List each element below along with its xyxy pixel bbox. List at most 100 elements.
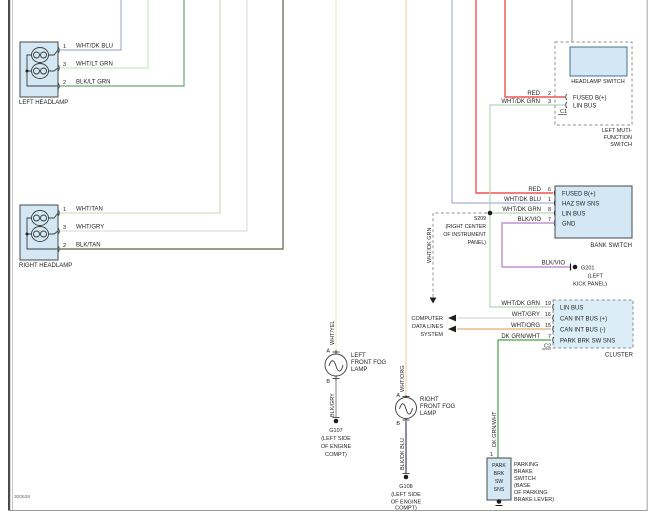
wire-wht-tan-right-headlamp (60, 0, 221, 214)
ground-icon (572, 264, 578, 270)
wire-label-vertical: WHT/YEL (330, 321, 336, 345)
wire-label: BLK/LT GRN (76, 80, 110, 86)
splice-location: (RIGHT CENTER (445, 224, 486, 230)
g201-ground: BLK/VIO G201 (LEFT KICK PANEL) (501, 222, 607, 288)
wire-label: WHT/DK BLU (504, 197, 541, 203)
computer-data-lines-system: COMPUTER DATA LINES SYSTEM (412, 314, 551, 338)
pin-number: 7 (548, 334, 551, 340)
pin-number: 19 (545, 301, 551, 307)
connector-label: C1 (560, 109, 567, 115)
bulb-filament-icon (33, 230, 40, 238)
pin-number: 6 (548, 187, 551, 193)
wire-label: WHT/LT GRN (76, 62, 113, 68)
ground-icon (496, 499, 502, 504)
cluster: WHT/DK GRN 19 LIN BUS WHT/GRY 16 CAN INT… (501, 299, 634, 359)
pin-number: 15 (545, 323, 551, 329)
pin-function: FUSED B(+) (562, 192, 596, 198)
ground-location: (LEFT SIDE (321, 436, 351, 442)
multi-function-switch-label: LEFT MUTI- (602, 128, 632, 134)
wire-wht-dk-blu-left-headlamp (60, 0, 122, 51)
junction-dot (25, 69, 29, 73)
wire-label: DK GRN/WHT (501, 334, 540, 340)
wire-label: WHT/DK GRN (501, 301, 540, 307)
pin-function: LIN BUS (560, 306, 583, 312)
wire-label: WHT/ORG (511, 323, 540, 329)
bulb-filament-icon (33, 67, 40, 75)
diagram-doc-number: 300638 (14, 494, 30, 500)
wire-blk-tan-right-headlamp (60, 0, 284, 250)
pin-function: FUSED B(+) (573, 96, 607, 102)
pin-number: 1 (63, 207, 66, 213)
pin-connectors (553, 189, 556, 227)
fog-lamp-label: FRONT FOG (420, 404, 456, 410)
pin-number: 1 (63, 44, 66, 50)
ground-location: KICK PANEL) (573, 282, 607, 288)
multi-function-switch-box (554, 41, 633, 126)
wire-label-vertical: WHT/ORG (400, 365, 406, 392)
ground-location: (LEFT (588, 274, 604, 280)
headlamp-switch: HEADLAMP SWITCH RED 2 FUSED B(+) WHT/DK … (501, 0, 633, 148)
wire-wht-dk-grn-lin-bus (489, 104, 565, 308)
parking-brake-label: BRAKE LEVER) (514, 497, 554, 503)
wire-wht-dk-blu-bank-switch (451, 0, 553, 204)
ground-label: G108 (399, 484, 412, 490)
left-front-fog-lamp: WHT/YEL A B LEFT FRONT FOG LAMP BLK/GRY … (321, 0, 387, 458)
pin-function: GND (562, 222, 576, 228)
wire-label: RED (527, 91, 540, 97)
left-headlamp-label: LEFT HEADLAMP (19, 100, 68, 106)
pin-number: 2 (63, 80, 66, 86)
arrow-left-icon (448, 325, 456, 333)
pin-function: CAN INT BUS (+) (560, 317, 607, 323)
pin-connectors (552, 303, 555, 344)
pin-connectors (565, 93, 568, 109)
system-reference-label: SYSTEM (420, 332, 443, 338)
pin-number: 7 (548, 217, 551, 223)
pin-number: 8 (548, 207, 551, 213)
parking-brake-label: SWITCH (514, 476, 536, 482)
ground-icon (403, 474, 409, 480)
wire-label: WHT/TAN (76, 207, 103, 213)
pin-number: 1 (490, 452, 493, 458)
wire-label-vertical: DK GRN/WHT (492, 411, 498, 447)
splice-location: PANEL) (468, 240, 487, 246)
system-reference-label: DATA LINES (412, 324, 443, 330)
right-headlamp-internal-wiring (26, 212, 59, 250)
pin-function: PARK BRK SW SNS (560, 339, 615, 345)
pin-number: 3 (63, 62, 66, 68)
pin-number: 2 (548, 91, 551, 97)
pin-number: 1 (548, 197, 551, 203)
pin-number: 2 (63, 243, 66, 249)
cluster-box (552, 299, 634, 349)
ground-label: G107 (329, 428, 342, 434)
fog-lamp-label: LEFT (351, 353, 366, 359)
wire-label-vertical: BLK/DK BLU (400, 438, 406, 470)
cluster-label: CLUSTER (605, 353, 634, 359)
right-headlamp-label: RIGHT HEADLAMP (19, 263, 72, 269)
pin-function: CAN INT BUS (-) (560, 328, 606, 334)
wire-label: WHT/GRY (512, 312, 540, 318)
pin-number: 16 (545, 312, 551, 318)
bulb-filament-icon (40, 67, 47, 75)
bulb-filament-icon (40, 230, 47, 238)
junction-dot (25, 232, 29, 236)
multi-function-switch-label: SWITCH (610, 142, 632, 148)
lin-bus-wiring: WHT/DK GRN S209 (RIGHT CENTER OF INSTRUM… (427, 104, 565, 308)
wire-label: BLK/VIO (542, 261, 566, 267)
splice-dot (487, 210, 493, 216)
left-headlamp-pin-connectors (57, 46, 60, 90)
bulb-filament-icon (40, 214, 47, 222)
fog-bulb-filament-icon (399, 403, 413, 415)
bank-switch: RED 6 FUSED B(+) WHT/DK BLU 1 HAZ SW SNS… (451, 0, 633, 249)
switch-box-label: SNS (494, 487, 505, 493)
parking-brake-label: PARKING (514, 462, 538, 468)
wire-wht-lt-grn-left-headlamp (60, 0, 149, 69)
parking-brake-switch: DK GRN/WHT 1 PARK BRK SW SNS PARKING BRA… (486, 339, 554, 506)
pin-function: LIN BUS (562, 212, 585, 218)
parking-brake-label: BRAKE (514, 469, 533, 475)
border-left (8, 0, 11, 511)
fog-lamp-label: LAMP (351, 367, 367, 373)
headlamp-switch-label: HEADLAMP SWITCH (571, 79, 624, 85)
fog-lamp-label: FRONT FOG (351, 360, 387, 366)
